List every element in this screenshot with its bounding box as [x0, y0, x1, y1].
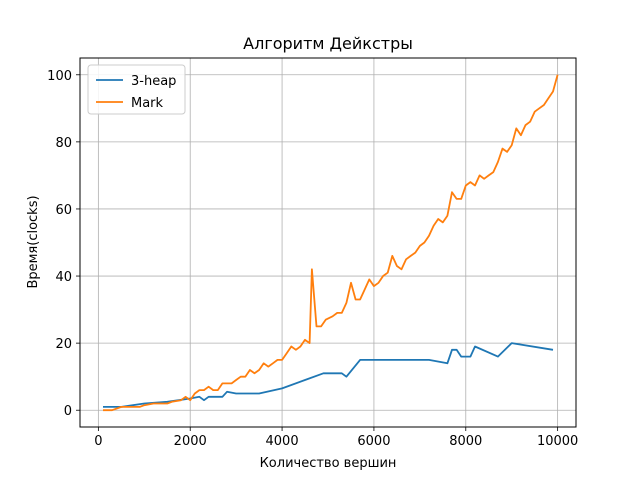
- y-tick-label: 60: [55, 203, 72, 218]
- y-tick-label: 40: [55, 270, 72, 285]
- x-tick-label: 6000: [357, 434, 390, 449]
- legend-label: Mark: [131, 96, 164, 111]
- y-tick-label: 20: [55, 337, 72, 352]
- y-tick-label: 80: [55, 136, 72, 151]
- series-line-0: [103, 342, 554, 408]
- plot-frame: [79, 57, 577, 428]
- y-tick-label: 100: [47, 69, 72, 84]
- axis-ticks: 0 2000 4000 6000 8000 10000 0 20 40 60 80 100: [47, 69, 578, 449]
- legend-label: 3-heap: [131, 74, 176, 89]
- chart-title: Алгоритм Дейкстры: [243, 34, 413, 53]
- series-layer: [103, 74, 559, 412]
- x-tick-label: 0: [94, 434, 102, 449]
- x-tick-label: 4000: [266, 434, 299, 449]
- legend: 3-heap Mark: [87, 64, 186, 115]
- series-line-1: [103, 74, 559, 412]
- x-axis-label: Количество вершин: [260, 456, 397, 471]
- y-axis-label: Время(clocks): [26, 195, 41, 288]
- y-tick-label: 0: [64, 404, 72, 419]
- x-tick-label: 2000: [174, 434, 207, 449]
- grid-lines: [80, 58, 576, 427]
- x-tick-label: 10000: [537, 434, 578, 449]
- x-tick-label: 8000: [449, 434, 482, 449]
